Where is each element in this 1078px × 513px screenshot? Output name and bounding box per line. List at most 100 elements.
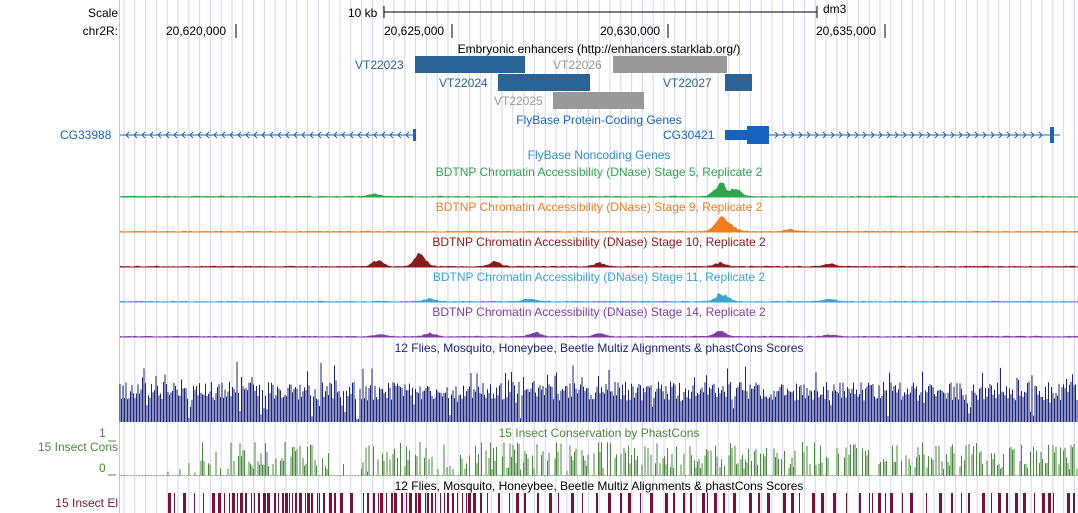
conserved-element bbox=[415, 493, 417, 513]
strand-arrow bbox=[870, 131, 875, 139]
gene-label-cg33988[interactable]: CG33988 bbox=[60, 128, 112, 142]
strand-arrow bbox=[966, 131, 971, 139]
strand-arrow bbox=[990, 131, 995, 139]
conserved-element bbox=[307, 493, 310, 513]
noncoding-genes-track-title[interactable]: FlyBase Noncoding Genes bbox=[527, 148, 671, 162]
dnase-stage9-title[interactable]: BDTNP Chromatin Accessibility (DNase) St… bbox=[435, 200, 763, 214]
dnase-stage14-title[interactable]: BDTNP Chromatin Accessibility (DNase) St… bbox=[432, 305, 766, 319]
conserved-element bbox=[650, 493, 653, 513]
strand-arrow bbox=[982, 131, 987, 139]
enhancer-track-title[interactable]: Embryonic enhancers (http://enhancers.st… bbox=[457, 42, 741, 56]
insect-cons-left-label[interactable]: 15 Insect Cons bbox=[37, 440, 118, 454]
conserved-element bbox=[620, 493, 622, 513]
strand-arrow bbox=[149, 131, 154, 139]
enhancer-label-vt22025[interactable]: VT22025 bbox=[494, 94, 543, 108]
conserved-element bbox=[240, 493, 243, 513]
strand-arrow bbox=[189, 131, 194, 139]
conserved-element bbox=[1015, 493, 1018, 513]
strand-arrow bbox=[237, 131, 242, 139]
strand-arrow bbox=[285, 131, 290, 139]
conserved-element bbox=[267, 493, 270, 513]
conserved-element bbox=[939, 493, 942, 513]
strand-arrow bbox=[405, 131, 410, 139]
conserved-element bbox=[203, 493, 204, 513]
strand-arrow bbox=[942, 131, 947, 139]
conserved-element bbox=[628, 493, 631, 513]
strand-arrow bbox=[814, 131, 819, 139]
conserved-element bbox=[245, 493, 247, 513]
dnase-signal-area bbox=[120, 330, 1078, 337]
strand-arrow bbox=[373, 131, 378, 139]
conserved-element bbox=[425, 493, 426, 513]
dnase-signal-area bbox=[120, 252, 1078, 267]
conserved-element bbox=[1006, 493, 1008, 513]
strand-arrow bbox=[902, 131, 907, 139]
ruler-position: 20,620,000 bbox=[166, 24, 227, 38]
strand-arrow bbox=[213, 131, 218, 139]
track-label-gutter-divider bbox=[119, 0, 120, 513]
conserved-element bbox=[391, 493, 393, 513]
strand-arrow bbox=[133, 131, 138, 139]
conserved-element bbox=[251, 493, 252, 513]
conserved-element bbox=[665, 493, 668, 513]
gene-label-cg30421[interactable]: CG30421 bbox=[663, 128, 715, 142]
enhancer-label-vt22024[interactable]: VT22024 bbox=[439, 76, 488, 90]
enhancer-label-vt22023[interactable]: VT22023 bbox=[355, 58, 404, 72]
ruler-position: 20,630,000 bbox=[600, 24, 661, 38]
conserved-element bbox=[480, 493, 482, 513]
conserved-element bbox=[295, 493, 297, 513]
conserved-element bbox=[951, 493, 953, 513]
insect-el-track-title[interactable]: 12 Flies, Mosquito, Honeybee, Beetle Mul… bbox=[394, 479, 804, 493]
strand-arrow bbox=[181, 131, 186, 139]
conserved-element bbox=[232, 493, 235, 513]
conserved-element bbox=[571, 493, 574, 513]
conserved-element bbox=[885, 493, 886, 513]
conserved-element bbox=[498, 493, 500, 513]
multiz-track-title[interactable]: 12 Flies, Mosquito, Honeybee, Beetle Mul… bbox=[394, 341, 804, 355]
gene-exon bbox=[1050, 127, 1054, 143]
strand-arrow bbox=[806, 131, 811, 139]
strand-arrow bbox=[341, 131, 346, 139]
insect-el-left-label[interactable]: 15 Insect El bbox=[55, 496, 118, 510]
insect-cons-track-title[interactable]: 15 Insect Conservation by PhastCons bbox=[498, 426, 700, 440]
conserved-element bbox=[350, 493, 353, 513]
conserved-element bbox=[767, 493, 770, 513]
strand-arrow bbox=[173, 131, 178, 139]
ruler-position: 20,625,000 bbox=[384, 24, 445, 38]
conserved-element bbox=[783, 493, 786, 513]
conserved-element bbox=[237, 493, 238, 513]
conserved-element bbox=[457, 493, 458, 513]
conserved-element bbox=[690, 493, 692, 513]
conserved-element bbox=[229, 493, 230, 513]
conserved-element bbox=[363, 493, 364, 513]
conserved-element bbox=[640, 493, 641, 513]
conserved-element bbox=[440, 493, 441, 513]
strand-arrow bbox=[229, 131, 234, 139]
enhancer-label-vt22026[interactable]: VT22026 bbox=[553, 58, 602, 72]
conserved-element bbox=[285, 493, 288, 513]
gene-exon bbox=[747, 126, 769, 144]
protein-genes-track-title[interactable]: FlyBase Protein-Coding Genes bbox=[516, 113, 682, 127]
strand-arrow bbox=[854, 131, 859, 139]
dnase-stage5-title[interactable]: BDTNP Chromatin Accessibility (DNase) St… bbox=[435, 165, 763, 179]
strand-arrow bbox=[221, 131, 226, 139]
conserved-element bbox=[194, 493, 195, 513]
conserved-element bbox=[212, 493, 215, 513]
conserved-element bbox=[558, 493, 559, 513]
dnase-stage11-title[interactable]: BDTNP Chromatin Accessibility (DNase) St… bbox=[432, 270, 766, 284]
conserved-element bbox=[435, 493, 436, 513]
dnase-stage10-title[interactable]: BDTNP Chromatin Accessibility (DNase) St… bbox=[432, 235, 766, 249]
conserved-element bbox=[1048, 493, 1051, 513]
conserved-element bbox=[791, 493, 794, 513]
conserved-element bbox=[516, 493, 519, 513]
strand-arrow bbox=[277, 131, 282, 139]
conserved-element bbox=[183, 493, 186, 513]
conserved-element bbox=[386, 493, 387, 513]
conserved-element bbox=[224, 493, 225, 513]
strand-arrow bbox=[830, 131, 835, 139]
strand-arrow bbox=[333, 131, 338, 139]
gene-exon bbox=[725, 130, 747, 140]
enhancer-label-vt22027[interactable]: VT22027 bbox=[663, 76, 712, 90]
conserved-element bbox=[462, 493, 463, 513]
